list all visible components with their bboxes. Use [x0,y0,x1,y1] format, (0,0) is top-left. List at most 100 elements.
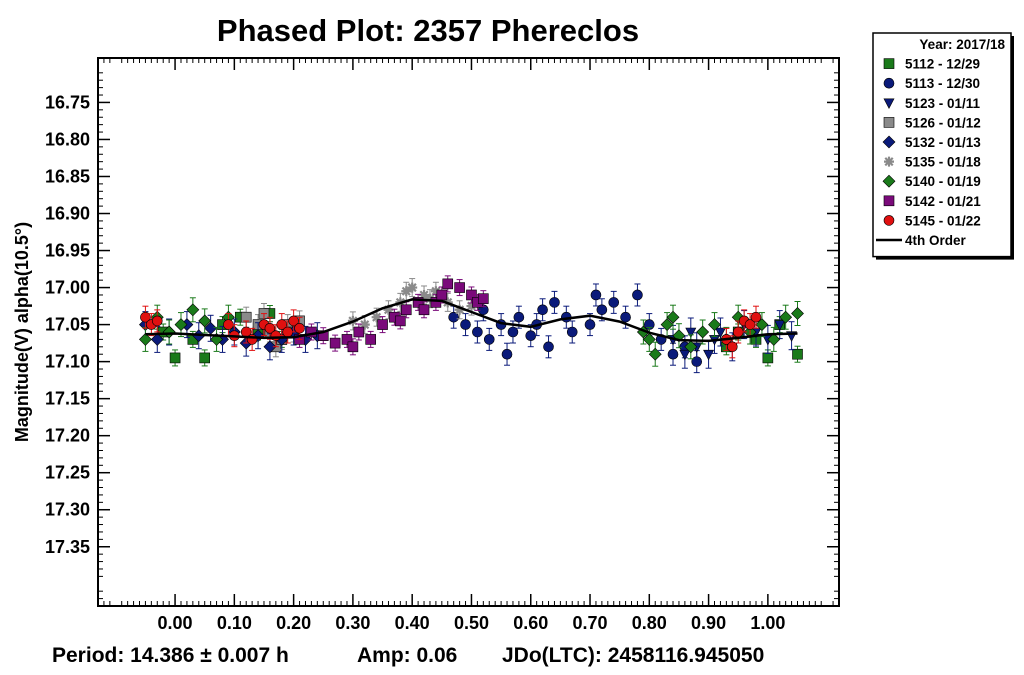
data-point [288,315,299,327]
legend-entry: 5142 - 01/21 [905,194,981,209]
data-point [679,349,691,361]
legend-marker [884,156,894,167]
data-point [454,304,465,315]
data-point [186,303,200,317]
data-point [430,286,441,297]
data-point [294,322,305,334]
legend-entry: 4th Order [905,233,967,248]
data-point [767,332,781,346]
y-tick-label: 17.20 [45,426,90,446]
data-point [478,293,489,304]
data-point [377,319,388,330]
data-point [501,348,513,360]
y-tick-label: 17.10 [45,352,90,372]
data-point [708,318,721,332]
legend-entry: 5132 - 01/13 [905,135,981,150]
y-tick-label: 17.25 [45,463,90,483]
x-tick-label: 0.40 [395,613,430,633]
legend-marker [882,174,896,188]
data-point [140,311,151,323]
data-point [466,289,477,301]
data-point [264,322,276,334]
chart-title: Phased Plot: 2357 Phereclos [217,13,639,48]
data-point [341,334,353,345]
data-point [566,326,578,338]
x-tick-label: 0.70 [573,613,608,633]
data-point [454,282,465,293]
data-point [466,301,477,312]
x-tick-label: 0.60 [513,613,548,633]
y-tick-label: 17.05 [45,315,90,335]
data-point [162,325,176,339]
y-tick-label: 16.75 [45,92,90,112]
x-tick-label: 0.20 [276,613,311,633]
x-tick-label: 0.90 [691,613,726,633]
data-point [418,304,430,316]
data-point [276,319,288,330]
fit-curve-4th-order [145,298,798,343]
y-tick-label: 17.30 [45,500,90,520]
data-point [442,278,454,290]
data-point [543,341,554,353]
y-tick-label: 17.15 [45,389,90,409]
data-point [726,341,738,353]
data-point [774,320,786,331]
data-point [608,297,620,308]
data-point [696,325,710,339]
legend-entry: 5113 - 12/30 [905,76,980,91]
data-point [779,310,793,324]
y-tick-label: 16.95 [45,241,90,261]
amp-text: Amp: 0.06 [357,644,457,667]
data-point [424,293,435,304]
data-point [549,297,560,308]
legend-entry: 5145 - 01/22 [905,213,981,228]
x-tick-label: 0.00 [158,613,193,633]
legend-marker [883,98,895,109]
x-tick-label: 0.80 [632,613,667,633]
data-point [198,314,212,328]
data-point [412,297,424,308]
data-point [762,352,774,364]
y-tick-label: 16.80 [45,129,90,149]
data-point [666,310,680,324]
legend-entry: 5140 - 01/19 [905,174,981,189]
data-point [513,311,525,323]
data-point [460,319,471,330]
data-point [199,352,211,364]
data-point [714,327,726,339]
legend-marker [883,195,895,207]
data-point [448,311,459,323]
data-point [750,311,762,323]
y-tick-label: 16.90 [45,204,90,224]
data-point [169,352,181,364]
data-point [395,315,406,327]
legend-entry: 5126 - 01/12 [905,115,981,130]
y-tick-label: 17.00 [45,278,90,298]
legend-marker [883,58,895,69]
x-tick-label: 0.50 [454,613,489,633]
data-point [263,340,277,354]
data-point [648,347,662,361]
data-point [400,304,412,316]
y-axis-label: Magnitude(V) alpha(10.5°) [12,222,32,442]
jdo-text: JDo(LTC): 2458116.945050 [502,644,764,667]
data-point [430,297,442,308]
data-point [632,289,643,301]
data-point [347,341,359,353]
data-point [359,319,370,330]
legend-entry: 5112 - 12/29 [905,57,980,72]
data-point [138,332,152,346]
y-tick-label: 16.85 [45,166,90,186]
data-point [472,326,483,338]
data-point [151,315,163,327]
data-point [685,327,697,339]
data-point [407,282,418,293]
data-point [660,318,674,332]
data-point [401,286,412,297]
data-point [174,318,188,332]
legend-marker [883,117,895,128]
x-tick-label: 0.10 [217,613,252,633]
data-point [744,319,756,330]
legend-title: Year: 2017/18 [919,37,1005,52]
